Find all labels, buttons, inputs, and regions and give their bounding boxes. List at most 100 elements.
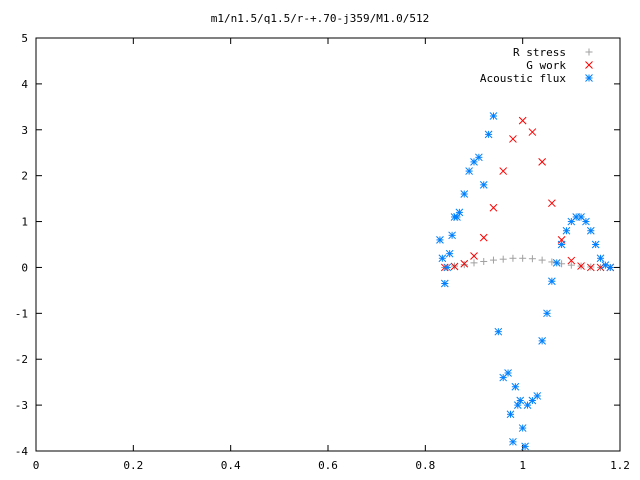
legend-marker <box>585 48 593 56</box>
data-point <box>489 112 498 120</box>
data-point <box>558 260 566 268</box>
y-tick-label: 2 <box>21 170 28 183</box>
data-point <box>586 226 595 235</box>
chart-title: m1/n1.5/q1.5/r-+.70-j359/M1.0/512 <box>211 12 430 25</box>
data-point <box>538 256 546 264</box>
marker-stroke <box>479 180 488 189</box>
marker-stroke <box>438 254 447 263</box>
data-point <box>538 158 546 166</box>
x-tick-label: 0.2 <box>123 459 143 472</box>
legend-label: Acoustic flux <box>480 72 566 85</box>
data-point <box>450 262 459 271</box>
data-point <box>470 252 478 260</box>
marker-stroke <box>585 61 593 69</box>
y-tick-label: -1 <box>15 307 28 320</box>
data-point <box>528 128 537 136</box>
marker-stroke <box>489 203 498 212</box>
plot-frame <box>35 37 621 452</box>
x-tick-label: 0.4 <box>221 459 241 472</box>
series-acoustic-flux <box>436 112 615 451</box>
legend-label: G work <box>526 59 566 72</box>
data-point <box>511 382 520 391</box>
marker-stroke <box>577 262 585 270</box>
legend-marker <box>585 74 593 82</box>
data-point <box>567 261 575 269</box>
marker-stroke <box>460 259 469 268</box>
marker-stroke <box>494 327 503 336</box>
series-r-stress <box>441 254 614 271</box>
data-point <box>489 256 497 264</box>
data-point <box>567 256 576 265</box>
axis-ticks: 0 0.2 0.4 0.6 0.8 1 1.2 -4 -3 -2 -1 0 1 2 3 4 5 <box>15 32 630 472</box>
marker-stroke <box>596 254 605 263</box>
data-point <box>591 240 600 249</box>
marker-stroke <box>557 240 566 249</box>
data-point <box>509 437 517 446</box>
data-point <box>538 337 546 345</box>
data-point <box>519 254 527 262</box>
data-point <box>499 255 507 263</box>
data-point <box>577 262 585 270</box>
data-point <box>506 410 515 419</box>
x-tick-label: 1 <box>519 459 526 472</box>
marker-stroke <box>538 337 546 345</box>
data-point <box>548 199 556 208</box>
data-point <box>448 231 456 240</box>
marker-stroke <box>475 153 483 162</box>
marker-stroke <box>448 231 456 240</box>
marker-stroke <box>455 208 464 217</box>
marker-stroke <box>582 217 590 226</box>
y-tick-label: 1 <box>21 216 28 229</box>
data-point <box>557 240 566 249</box>
y-tick-label: 4 <box>21 78 28 91</box>
data-point <box>475 153 483 162</box>
marker-stroke <box>465 167 473 175</box>
marker-stroke <box>443 263 452 272</box>
y-tick-label: -4 <box>15 445 29 458</box>
marker-stroke <box>548 199 556 208</box>
marker-stroke <box>450 262 459 271</box>
data-point <box>470 259 478 267</box>
data-point <box>582 217 590 226</box>
data-point <box>586 263 595 272</box>
data-point <box>455 208 464 217</box>
marker-stroke <box>440 279 449 288</box>
data-series <box>436 112 615 451</box>
data-point <box>548 277 556 286</box>
data-point <box>596 254 605 263</box>
marker-stroke <box>567 256 576 265</box>
marker-stroke <box>504 369 512 377</box>
data-point <box>533 392 542 400</box>
data-point <box>518 116 527 125</box>
data-point <box>521 442 529 451</box>
data-point <box>528 255 536 263</box>
data-point <box>509 135 517 143</box>
legend-marker <box>585 61 593 69</box>
data-point <box>445 249 454 258</box>
data-point <box>494 327 503 336</box>
marker-stroke <box>548 277 556 286</box>
data-point <box>562 226 571 235</box>
data-point <box>479 180 488 189</box>
x-tick-label: 0 <box>33 459 40 472</box>
marker-stroke <box>518 424 527 432</box>
marker-stroke <box>552 259 561 267</box>
marker-stroke <box>516 396 525 405</box>
marker-stroke <box>601 261 610 270</box>
data-point <box>499 167 508 175</box>
marker-stroke <box>499 167 508 175</box>
marker-stroke <box>586 263 595 272</box>
marker-stroke <box>479 233 488 242</box>
marker-stroke <box>489 112 498 120</box>
data-point <box>465 167 473 175</box>
data-point <box>543 309 551 318</box>
marker-stroke <box>586 226 595 235</box>
marker-stroke <box>521 442 529 451</box>
data-point <box>460 259 469 268</box>
marker-stroke <box>577 213 585 221</box>
marker-stroke <box>509 437 517 446</box>
data-point <box>489 203 498 212</box>
x-tick-label: 0.8 <box>415 459 435 472</box>
